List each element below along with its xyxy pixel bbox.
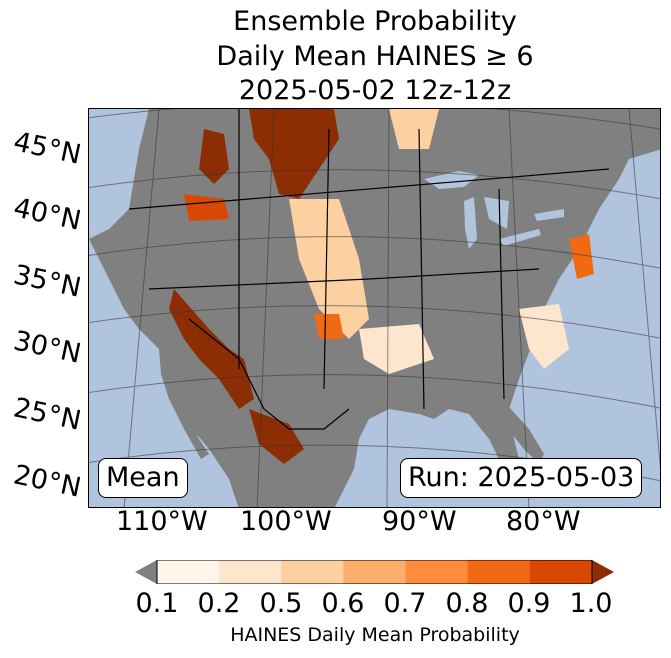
graticule xyxy=(89,109,660,507)
baja-peninsula xyxy=(159,349,209,459)
prob-patch-wyoming xyxy=(184,194,229,221)
lon-label-110: 110°W xyxy=(116,506,208,537)
lat-label-25: 25°N xyxy=(10,392,84,437)
prob-patch-mexico xyxy=(249,409,304,464)
prob-patch-north xyxy=(389,109,439,149)
colorbar-segment xyxy=(529,560,593,584)
colorbar-tick: 1.0 xyxy=(569,588,613,619)
prob-patch-southwest xyxy=(169,289,254,409)
colorbar-tick: 0.9 xyxy=(507,588,551,619)
colorbar-tick: 0.7 xyxy=(383,588,427,619)
run-label: Run: 2025-05-03 xyxy=(400,458,643,498)
colorbar xyxy=(135,560,614,584)
lake-ontario xyxy=(534,209,564,221)
prob-patch-plains2 xyxy=(359,324,434,374)
colorbar-segment xyxy=(281,560,344,584)
prob-patch-plains-light xyxy=(289,199,369,339)
state-borders xyxy=(128,109,610,430)
prob-patch-montana xyxy=(249,109,339,199)
colorbar-tick: 0.8 xyxy=(445,588,489,619)
prob-patch-southeast xyxy=(519,304,569,369)
chart-title-line3: 2025-05-02 12z-12z xyxy=(238,75,512,106)
florida xyxy=(479,407,544,464)
prob-patch-texas xyxy=(314,314,344,339)
prob-patch-east xyxy=(569,234,594,279)
colorbar-segment xyxy=(157,560,220,584)
lat-label-20: 20°N xyxy=(10,459,84,504)
lon-label-90: 90°W xyxy=(382,506,457,537)
colorbar-tick: 0.2 xyxy=(197,588,241,619)
lat-label-35: 35°N xyxy=(10,259,84,304)
chart-title-line2: Daily Mean HAINES ≥ 6 xyxy=(216,41,534,72)
colorbar-tick: 0.1 xyxy=(135,588,179,619)
map-panel xyxy=(88,108,661,508)
colorbar-under-arrow xyxy=(135,560,157,584)
lat-label-45: 45°N xyxy=(10,126,84,171)
lake-erie xyxy=(499,229,541,246)
colorbar-segment xyxy=(467,560,531,584)
mean-label: Mean xyxy=(98,458,188,498)
chart-title-line1: Ensemble Probability xyxy=(233,6,517,37)
lat-label-40: 40°N xyxy=(10,192,84,237)
lon-label-100: 100°W xyxy=(240,506,332,537)
lake-superior xyxy=(424,171,479,189)
land-mass xyxy=(89,109,660,507)
lon-label-80: 80°W xyxy=(506,506,581,537)
lake-huron xyxy=(484,197,509,229)
colorbar-tick: 0.6 xyxy=(321,588,365,619)
colorbar-label: HAINES Daily Mean Probability xyxy=(230,624,520,646)
colorbar-segment xyxy=(343,560,407,584)
lat-label-30: 30°N xyxy=(10,325,84,370)
prob-patch-idaho xyxy=(199,129,229,184)
colorbar-tick: 0.5 xyxy=(259,588,303,619)
colorbar-segments xyxy=(157,560,593,584)
colorbar-over-arrow xyxy=(592,560,614,584)
colorbar-segment xyxy=(219,560,282,584)
lake-michigan xyxy=(464,197,477,249)
map-svg xyxy=(89,109,660,507)
colorbar-frame xyxy=(156,560,593,584)
colorbar-segment xyxy=(405,560,469,584)
